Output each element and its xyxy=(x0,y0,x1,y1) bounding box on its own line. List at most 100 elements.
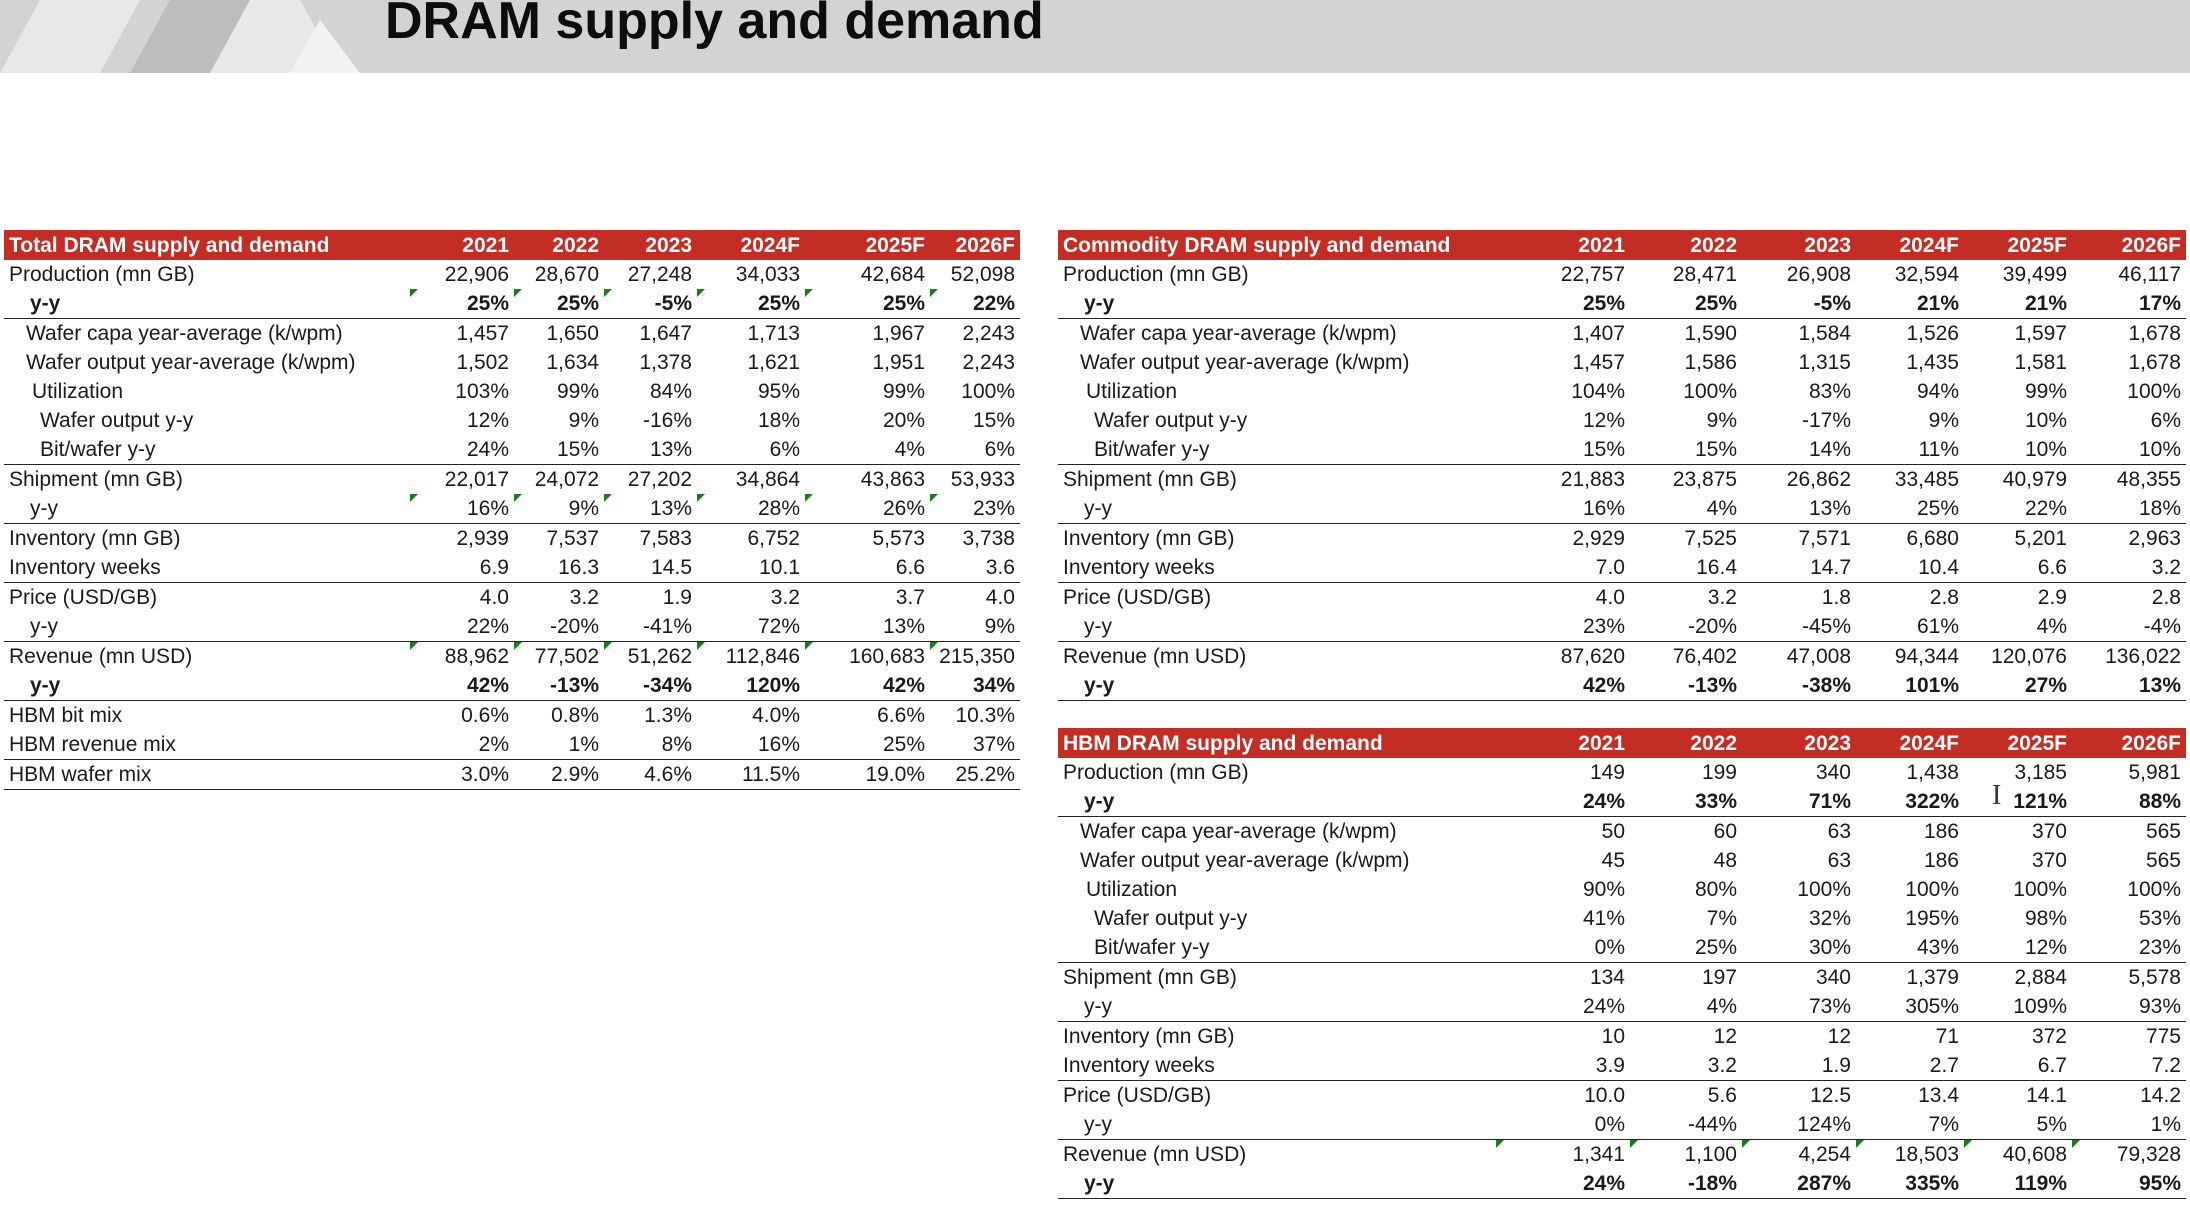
value-cell: 1,502 xyxy=(456,351,509,374)
value-cell: 1.3% xyxy=(604,700,697,730)
value-cell: 3,738 xyxy=(930,523,1020,553)
header-banner xyxy=(0,0,2190,73)
value-cell: 34,033 xyxy=(735,263,800,286)
year-header: 2021 xyxy=(1496,728,1630,758)
value-cell: 1,435 xyxy=(1906,351,1959,374)
value-cell: 26,862 xyxy=(1742,464,1856,494)
value-cell: 73% xyxy=(1808,995,1851,1018)
value-cell: 199 xyxy=(1701,761,1737,784)
value-cell: 13% xyxy=(2072,671,2186,701)
value-cell: 15% xyxy=(556,438,599,461)
row-label: Shipment (mn GB) xyxy=(1058,464,1496,494)
value-cell: 42% xyxy=(1496,671,1630,701)
value-cell: 14% xyxy=(1808,438,1851,461)
row-label: y-y xyxy=(1084,995,1112,1018)
value-cell: 33% xyxy=(1694,790,1737,813)
table-row: y-y 22% -20% -41% 72% 13% 9% xyxy=(4,612,1020,642)
year-header: 2025F xyxy=(805,230,930,260)
value-cell: 4.0% xyxy=(697,700,805,730)
row-label: Inventory (mn GB) xyxy=(1058,523,1496,553)
row-label: Wafer output year-average (k/wpm) xyxy=(1080,849,1410,872)
value-cell: 43% xyxy=(1916,936,1959,959)
row-label: Bit/wafer y-y xyxy=(1094,936,1210,959)
value-cell: 6,752 xyxy=(697,523,805,553)
table-row: Inventory (mn GB) 10 12 12 71 372 775 xyxy=(1058,1021,2186,1051)
value-cell: 24,072 xyxy=(514,464,604,494)
value-cell: 370 xyxy=(1964,816,2072,846)
value-cell: -38% xyxy=(1742,671,1856,701)
row-label: Wafer capa year-average (k/wpm) xyxy=(1058,318,1496,348)
row-label: Wafer capa year-average (k/wpm) xyxy=(1058,816,1496,846)
value-cell: 1,951 xyxy=(872,351,925,374)
table-row: Inventory weeks 6.9 16.3 14.5 10.1 6.6 3.6 xyxy=(4,553,1020,583)
value-cell: 72% xyxy=(757,615,800,638)
value-cell: 1% xyxy=(568,733,599,756)
value-cell: 121% xyxy=(2013,790,2067,813)
value-cell: 322% xyxy=(1905,790,1959,813)
row-label: Production (mn GB) xyxy=(1063,263,1249,286)
value-cell: 30% xyxy=(1808,936,1851,959)
value-cell: 71% xyxy=(1808,790,1851,813)
value-cell: 16.3 xyxy=(558,556,599,579)
value-cell: 6.6 xyxy=(895,556,925,579)
year-header: 2021 xyxy=(1496,230,1630,260)
year-header: 2023 xyxy=(1742,230,1856,260)
value-cell: 6.9 xyxy=(479,556,509,579)
value-cell: 16% xyxy=(1582,497,1625,520)
value-cell: 1,438 xyxy=(1906,761,1959,784)
value-cell: 101% xyxy=(1856,671,1964,701)
value-cell: 5,573 xyxy=(805,523,930,553)
value-cell: 109% xyxy=(2013,995,2067,1018)
year-header: 2025F xyxy=(1964,230,2072,260)
table-row: y-y 42% -13% -38% 101% 27% 13% xyxy=(1058,671,2186,701)
value-cell: 186 xyxy=(1856,816,1964,846)
table-row: y-y 24% 33% 71% 322% 121% 88% xyxy=(1058,787,2186,817)
value-cell: 46,117 xyxy=(2118,263,2181,286)
value-cell: 28,471 xyxy=(1672,263,1737,286)
value-cell: 4.0 xyxy=(410,582,514,612)
value-cell: -20% xyxy=(1687,615,1737,638)
value-cell: 370 xyxy=(2031,849,2067,872)
value-cell: 51,262 xyxy=(604,641,697,671)
value-cell: 1,586 xyxy=(1684,351,1737,374)
value-cell: 18,503 xyxy=(1856,1139,1964,1169)
value-cell: 47,008 xyxy=(1742,641,1856,671)
value-cell: 99% xyxy=(2024,380,2067,403)
value-cell: 4% xyxy=(1706,995,1737,1018)
value-cell: 6,680 xyxy=(1856,523,1964,553)
value-cell: 14.1 xyxy=(1964,1080,2072,1110)
year-header: 2026F xyxy=(2072,230,2186,260)
value-cell: 13% xyxy=(1808,497,1851,520)
table-row: y-y 16% 4% 13% 25% 22% 18% xyxy=(1058,494,2186,524)
row-label: Production (mn GB) xyxy=(1063,761,1249,784)
value-cell: 6.6% xyxy=(805,700,930,730)
value-cell: 5.6 xyxy=(1630,1080,1742,1110)
value-cell: 6% xyxy=(984,438,1015,461)
value-cell: 2,939 xyxy=(410,523,514,553)
value-cell: 4,254 xyxy=(1742,1139,1856,1169)
value-cell: 5% xyxy=(2036,1113,2067,1136)
table-row: Bit/wafer y-y 15% 15% 14% 11% 10% 10% xyxy=(1058,435,2186,465)
value-cell: 23,875 xyxy=(1630,464,1742,494)
value-cell: 12% xyxy=(466,409,509,432)
row-label: y-y xyxy=(1084,790,1115,813)
value-cell: 53,933 xyxy=(930,464,1020,494)
value-cell: -45% xyxy=(1801,615,1851,638)
table-row: Wafer output year-average (k/wpm) 45 48 63 1… xyxy=(1058,846,2186,875)
year-header: 2025F xyxy=(1964,728,2072,758)
value-cell: -16% xyxy=(642,409,692,432)
value-cell: 16.4 xyxy=(1696,556,1737,579)
value-cell: 1,634 xyxy=(546,351,599,374)
year-header: 2021 xyxy=(410,230,514,260)
value-cell: 1,379 xyxy=(1856,962,1964,992)
value-cell: 63 xyxy=(1742,816,1856,846)
value-cell: 22,017 xyxy=(410,464,514,494)
value-cell: 7,583 xyxy=(604,523,697,553)
row-label: Wafer output year-average (k/wpm) xyxy=(26,351,356,374)
value-cell: 6% xyxy=(769,438,800,461)
row-label: Wafer output y-y xyxy=(1094,409,1248,432)
text-cursor-icon: I xyxy=(1992,780,2002,811)
value-cell: 11.5% xyxy=(697,759,805,790)
row-label: y-y xyxy=(1084,292,1115,315)
value-cell: 5,578 xyxy=(2072,962,2186,992)
